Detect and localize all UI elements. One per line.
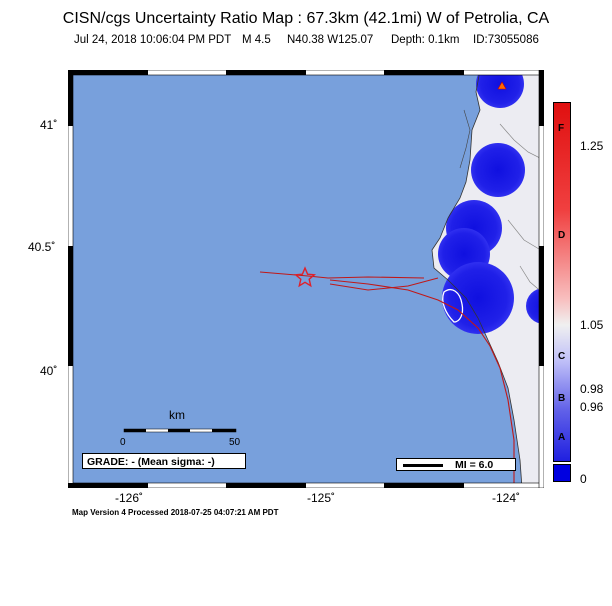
coastline [431,70,523,488]
uncertainty-blob [442,262,514,334]
contour-line [442,289,464,323]
grade-letter: D [558,230,566,241]
map-title: CISN/cgs Uncertainty Ratio Map : 67.3km … [62,10,550,27]
station-triangle-icon [497,81,507,90]
uncertainty-map[interactable] [67,69,545,489]
event-magnitude: M 4.5 [242,34,271,46]
scale-bar [123,428,237,433]
lon-label: -124˚ [492,491,521,505]
lat-label: 41˚ [40,118,58,132]
event-id: ID:73055086 [473,34,539,46]
colorbar-value: 0.96 [580,400,604,414]
colorbar-zero-swatch [553,464,571,482]
event-datetime: Jul 24, 2018 10:06:04 PM PDT [74,34,232,46]
scale-unit: km [169,408,185,422]
fault-line [329,279,515,488]
colorbar-value: 0.98 [580,382,604,396]
grade-legend: GRADE: - (Mean sigma: -) [82,453,246,469]
mi-text: MI = 6.0 [455,459,494,471]
grade-letter: B [558,393,566,404]
uncertainty-blob [471,143,525,197]
colorbar-value: 1.05 [580,318,604,332]
map-border [67,69,545,489]
lat-label: 40˚ [40,364,58,378]
processing-footer: Map Version 4 Processed 2018-07-25 04:07… [72,508,279,517]
fault-line [329,277,439,291]
mi-line-icon [403,464,443,467]
event-depth: Depth: 0.1km [391,34,460,46]
mi-legend: MI = 6.0 [396,458,516,471]
fault-line [259,271,425,279]
lon-label: -125˚ [307,491,336,505]
grade-letter: F [558,123,565,134]
grade-letter: A [558,432,566,443]
lon-label: -126˚ [115,491,144,505]
event-location: N40.38 W125.07 [287,34,374,46]
epicenter-star-icon [293,266,317,288]
grade-letter: C [558,351,566,362]
event-info: Jul 24, 2018 10:06:04 PM PDT M 4.5 N40.3… [74,34,554,46]
colorbar [553,102,571,462]
colorbar-value: 0 [580,472,587,486]
scale-end: 50 [229,437,241,448]
lat-label: 40.5˚ [28,240,56,254]
scale-start: 0 [120,437,126,448]
colorbar-value: 1.25 [580,139,604,153]
